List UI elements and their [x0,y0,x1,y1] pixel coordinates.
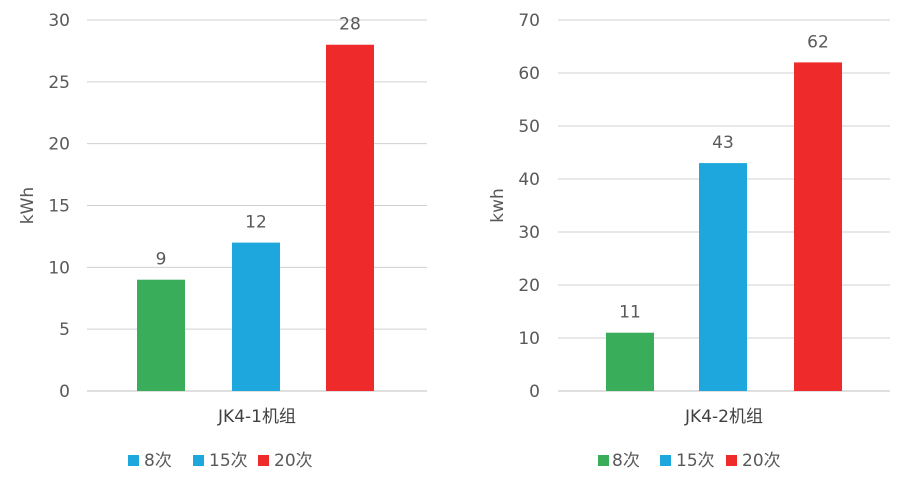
y-tick-label: 15 [48,197,70,217]
data-label: 9 [156,250,167,270]
data-label: 11 [619,303,641,323]
data-label: 28 [339,15,361,35]
y-tick-label: 30 [48,11,70,31]
y-axis-label: kWh [18,187,38,224]
legend-swatch [128,455,139,466]
data-label: 43 [712,133,734,153]
y-tick-label: 70 [518,11,540,31]
y-tick-label: 10 [48,258,70,278]
legend-label: 8次 [612,451,640,471]
x-category-label: JK4-2机组 [684,407,763,427]
y-axis-label: kwh [488,188,508,223]
legend-label: 20次 [274,451,313,471]
y-tick-label: 20 [48,135,70,155]
x-category-label: JK4-1机组 [217,407,296,427]
y-tick-label: 40 [518,170,540,190]
y-tick-label: 5 [59,320,70,340]
legend-label: 15次 [676,451,715,471]
bar-series-2 [232,242,280,391]
y-tick-label: 10 [518,329,540,349]
legend-label: 8次 [144,451,172,471]
bar-series-2 [699,163,747,391]
y-tick-label: 50 [518,117,540,137]
chart-panel-2: 0 10 20 30 40 50 60 70 kwh 11 43 62 JK4-2机组 8次 15次 20次 [488,11,890,471]
chart-panel-1: 0 5 10 15 20 25 30 kWh 9 12 28 JK4-1机组 8次 15次 20次 [18,11,427,471]
legend-swatch [258,455,269,466]
legend-label: 20次 [742,451,781,471]
y-tick-label: 20 [518,276,540,296]
y-tick-label: 30 [518,223,540,243]
bar-series-3 [794,62,842,392]
bar-series-3 [326,44,374,391]
y-tick-label: 25 [48,73,70,93]
data-label: 62 [807,32,829,52]
legend-swatch [726,455,737,466]
bar-series-1 [137,279,185,391]
legend-swatch [660,455,671,466]
y-tick-label: 0 [529,382,540,402]
y-tick-label: 60 [518,64,540,84]
legend-label: 15次 [209,451,248,471]
legend-swatch [598,455,609,466]
legend-swatch [193,455,204,466]
data-label: 12 [245,213,267,233]
bar-series-1 [606,332,654,391]
y-tick-label: 0 [59,382,70,402]
